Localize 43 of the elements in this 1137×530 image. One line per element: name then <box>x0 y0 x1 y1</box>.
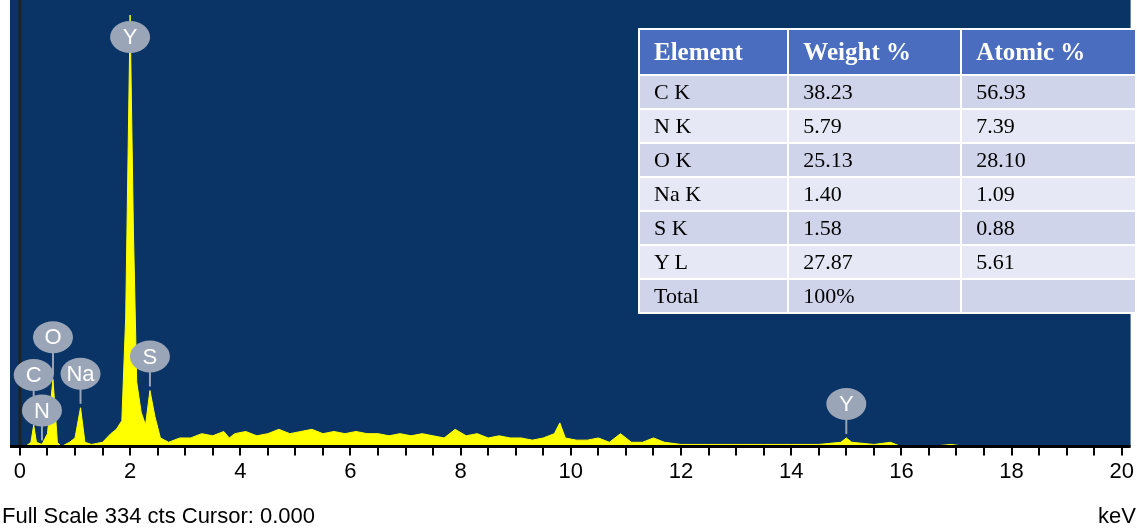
annotation: Atomic % <box>961 29 1136 75</box>
x-axis-title: keV <box>1098 503 1137 529</box>
x-tick-label: 12 <box>668 457 694 483</box>
annotation: O <box>44 324 62 350</box>
annotation: Na K <box>639 177 789 211</box>
annotation: N <box>34 397 50 423</box>
x-tick-label: 4 <box>234 457 247 483</box>
x-tick-label: 18 <box>999 457 1024 483</box>
annotation: Weight % <box>788 29 962 75</box>
annotation: 1.09 <box>961 177 1136 211</box>
annotation: 28.10 <box>961 143 1136 177</box>
x-tick-label: 6 <box>344 457 357 483</box>
x-tick-label: 8 <box>454 457 467 483</box>
annotation: 7.39 <box>961 109 1136 143</box>
annotation: 27.87 <box>788 245 962 279</box>
annotation: 25.13 <box>788 143 962 177</box>
x-tick-label: 14 <box>778 457 804 483</box>
annotation: 100% <box>788 279 962 313</box>
annotation: 56.93 <box>961 75 1136 109</box>
annotation: Total <box>639 279 789 313</box>
annotation: 5.79 <box>788 109 962 143</box>
annotation: S K <box>639 211 789 245</box>
annotation: N K <box>639 109 789 143</box>
annotation: Na <box>66 360 96 386</box>
annotation: Element <box>639 29 789 75</box>
annotation: Y <box>838 391 854 417</box>
annotation: 1.58 <box>788 211 962 245</box>
text: Full Scale 334 cts Cursor: 0.000 <box>2 503 316 529</box>
annotation: Y L <box>639 245 789 279</box>
annotation: 5.61 <box>961 245 1136 279</box>
annotation: S <box>142 343 158 369</box>
x-tick-label: 20 <box>1109 457 1135 483</box>
annotation: C K <box>639 75 789 109</box>
annotation: C <box>25 362 42 388</box>
x-tick-label: 2 <box>123 457 137 483</box>
annotation: 38.23 <box>788 75 962 109</box>
annotation: 1.40 <box>788 177 962 211</box>
x-tick-label: 16 <box>889 457 914 483</box>
annotation: O K <box>639 143 789 177</box>
annotation: 0.88 <box>961 211 1136 245</box>
x-tick-label: 0 <box>13 457 27 483</box>
annotation: Y <box>122 24 138 50</box>
x-tick-label: 10 <box>558 457 584 483</box>
